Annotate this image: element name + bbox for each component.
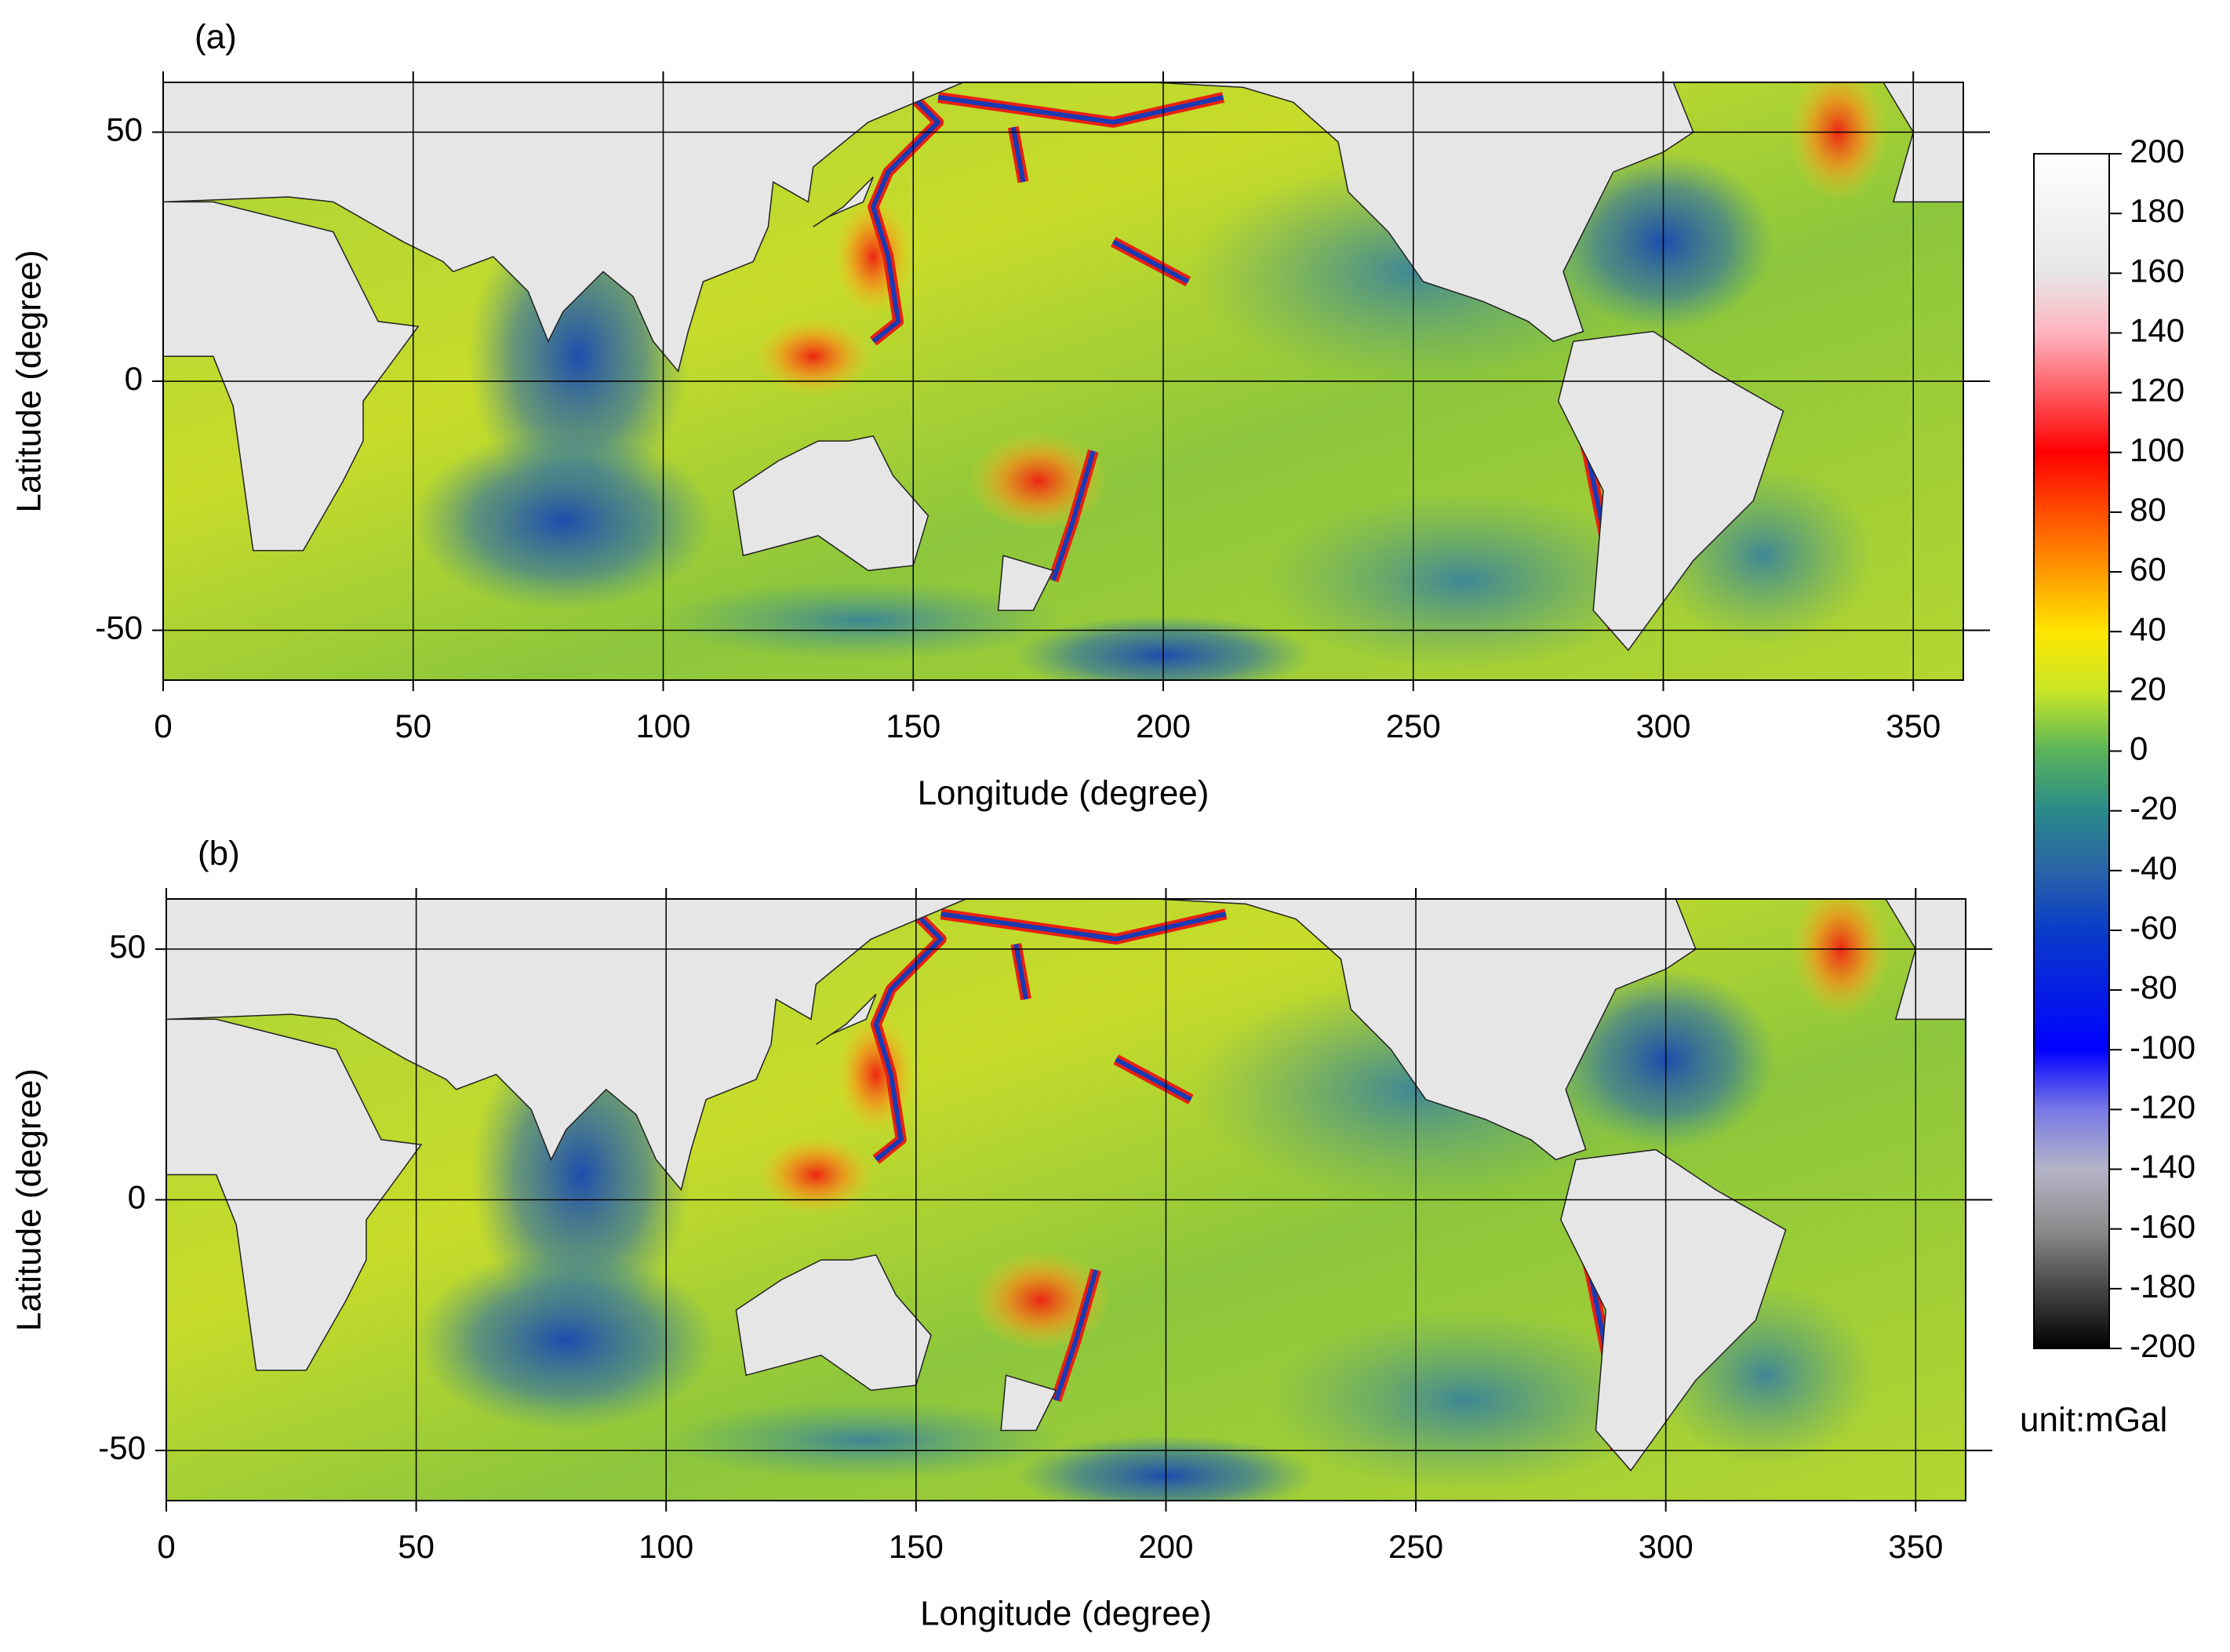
trench (1111, 239, 1190, 284)
colorbar-tick-label: -60 (2130, 909, 2177, 946)
y-tick-label: 0 (125, 360, 143, 397)
trench (873, 899, 944, 1162)
anomaly-region (755, 1134, 876, 1215)
y-tick-label: 50 (109, 928, 146, 965)
colorbar-tick-label: 40 (2130, 610, 2166, 647)
colorbar-tick-label: -40 (2130, 850, 2177, 886)
anomaly-region (416, 1250, 716, 1431)
land (163, 201, 420, 551)
colorbar-tick-label: -120 (2130, 1088, 2195, 1125)
x-tick-label: 100 (638, 1528, 693, 1565)
colorbar-tick-label: -20 (2130, 790, 2177, 827)
trench (1013, 943, 1028, 1000)
x-tick-label: 0 (154, 708, 172, 744)
x-tick-label: 300 (1639, 1528, 1693, 1565)
colorbar-tick-label: 20 (2130, 670, 2166, 707)
anomaly-region (1263, 490, 1664, 671)
land (1155, 899, 1697, 1161)
trench (940, 912, 1227, 942)
anomaly-region (753, 316, 874, 397)
y-tick-label: 0 (128, 1179, 146, 1216)
colorbar-tick-label: -200 (2130, 1327, 2195, 1364)
map-panel (163, 82, 1963, 680)
trench (937, 95, 1224, 125)
land (1883, 82, 1963, 203)
land (732, 435, 929, 572)
map-panel (166, 899, 1966, 1501)
colorbar-tick-label: 100 (2130, 431, 2185, 468)
land (1560, 1148, 1787, 1472)
x-tick-label: 0 (157, 1528, 175, 1565)
trench (1053, 1269, 1099, 1402)
anomaly-region (666, 1400, 1066, 1481)
x-tick-label: 200 (1138, 1528, 1193, 1565)
x-axis-label: Longitude (degree) (918, 774, 1210, 813)
x-tick-label: 50 (395, 708, 431, 744)
x-tick-label: 50 (398, 1528, 435, 1565)
land (815, 993, 877, 1045)
land (813, 176, 874, 227)
anomaly-region (663, 580, 1064, 660)
colorbar-tick-label: -80 (2130, 969, 2177, 1006)
colorbar-tick-label: -140 (2130, 1148, 2195, 1185)
colorbar-tick-label: 180 (2130, 192, 2185, 229)
colorbar (2033, 153, 2110, 1349)
y-tick-label: -50 (98, 1429, 146, 1466)
colorbar-tick-label: 80 (2130, 491, 2166, 528)
anomaly-region (1790, 899, 1891, 1020)
x-tick-label: 350 (1886, 708, 1941, 744)
x-tick-label: 300 (1635, 708, 1690, 744)
colorbar-tick-label: 200 (2130, 133, 2185, 169)
anomaly-region (413, 431, 714, 611)
colorbar-tick-label: -180 (2130, 1268, 2195, 1304)
anomaly-region (1265, 1310, 1666, 1491)
colorbar-tick-label: 120 (2130, 372, 2185, 409)
land (1153, 82, 1694, 343)
colorbar-tick-label: 160 (2130, 252, 2185, 289)
y-tick-label: -50 (95, 609, 143, 646)
colorbar-tick-label: -100 (2130, 1028, 2195, 1065)
panel-label: (a) (195, 18, 237, 56)
colorbar-tick-label: -160 (2130, 1208, 2195, 1245)
plot-frame (166, 898, 1966, 1501)
colorbar-tick-label: 60 (2130, 551, 2166, 588)
unit-label: unit:mGal (2020, 1401, 2167, 1439)
land (735, 1254, 932, 1392)
anomaly-region (1788, 82, 1889, 202)
y-axis-label: Latitude (degree) (10, 1068, 49, 1331)
y-tick-label: 50 (106, 111, 143, 148)
colorbar-tick-label: 140 (2130, 312, 2185, 349)
trench (1010, 126, 1026, 183)
x-tick-label: 350 (1888, 1528, 1943, 1565)
land (166, 899, 966, 1192)
trench (871, 82, 941, 344)
x-tick-label: 250 (1386, 708, 1441, 744)
trench (1115, 1057, 1192, 1102)
x-tick-label: 200 (1136, 708, 1191, 744)
x-tick-label: 100 (635, 708, 690, 744)
land (163, 82, 964, 373)
land (166, 1018, 423, 1371)
colorbar-tick-label: 0 (2130, 730, 2148, 767)
x-tick-label: 250 (1388, 1528, 1443, 1565)
x-axis-label: Longitude (degree) (920, 1595, 1212, 1633)
x-tick-label: 150 (886, 708, 940, 744)
land (997, 555, 1054, 611)
land (1000, 1374, 1057, 1432)
panel-label: (b) (198, 835, 240, 873)
plot-frame (162, 82, 1964, 681)
land (1885, 899, 1966, 1021)
x-tick-label: 150 (889, 1528, 944, 1565)
trench (1050, 450, 1096, 581)
land (1557, 330, 1784, 652)
y-axis-label: Latitude (degree) (10, 249, 49, 512)
